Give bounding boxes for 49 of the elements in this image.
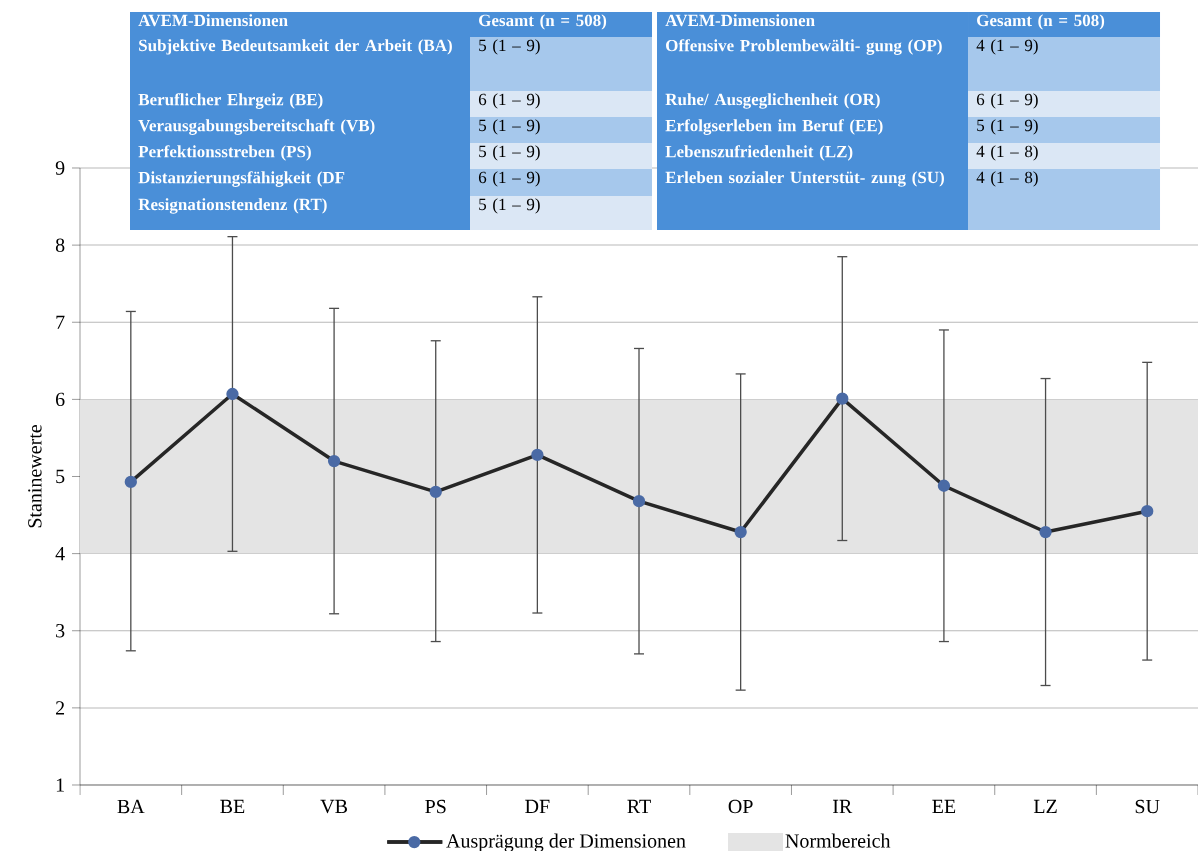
y-axis-title: Staninewerte [28, 424, 42, 528]
y-tick-label: 2 [56, 701, 65, 715]
x-tick-label: SU [1135, 799, 1160, 814]
text: Lebenszufriedenheit (LZ) [665, 145, 853, 161]
text: Beruflicher Ehrgeiz (BE) [138, 93, 323, 109]
y-tick-label: 9 [55, 161, 65, 175]
text: Gesamt (n = 508) [479, 14, 607, 30]
x-tick-label: BA [117, 799, 145, 814]
x-tick-label: PS [425, 799, 446, 814]
annotation: 5 (1 – 9) [479, 198, 540, 214]
text: Ruhe/ Ausgeglichenheit (OR) [665, 93, 880, 109]
text: Gesamt (n = 508) [977, 14, 1105, 30]
text: Perfektionsstreben (PS) [138, 145, 311, 161]
x-tick-label: RT [627, 799, 651, 813]
x-tick-label: DF [525, 799, 550, 813]
x-tick-label: LZ [1033, 799, 1057, 813]
y-tick-label: 4 [55, 547, 65, 561]
text: AVEM-Dimensionen [665, 14, 815, 27]
y-tick-label: 8 [55, 238, 65, 252]
annotation: 6 (1 – 9) [478, 171, 540, 187]
annotation: Erleben sozialer Unterstüt- zung (SU) [665, 171, 944, 187]
text: Erfolgserleben im Beruf (EE) [665, 119, 883, 135]
y-tick-label: 3 [56, 624, 65, 638]
x-tick-label: BE [220, 799, 245, 814]
text: Offensive Problembewälti- gung (OP) [666, 39, 942, 55]
text: AVEM-Dimensionen [138, 14, 288, 27]
text: 5 (1 – 9) [479, 145, 540, 161]
legend-label: Normbereich [785, 833, 891, 848]
y-tick-label: 1 [56, 778, 64, 792]
text: 6 (1 – 9) [478, 93, 540, 109]
text: Subjektive Bedeutsamkeit der Arbeit (BA) [139, 39, 452, 55]
text: 5 (1 – 9) [977, 119, 1038, 135]
x-tick-label: EE [932, 799, 956, 813]
y-tick-label: 5 [56, 469, 65, 484]
y-tick-label: 6 [56, 392, 65, 407]
annotation: Distanzierungsfähigkeit (DF [138, 171, 345, 187]
legend-label: Ausprägung der Dimensionen [446, 833, 686, 851]
annotation: 4 (1 – 8) [976, 171, 1038, 187]
x-tick-label: OP [728, 799, 753, 814]
text: 4 (1 – 8) [976, 145, 1038, 161]
text: Verausgabungsbereitschaft (VB) [138, 119, 375, 135]
text: 6 (1 – 9) [976, 93, 1038, 109]
x-tick-label: IR [833, 799, 853, 813]
text: 5 (1 – 9) [479, 119, 540, 135]
y-tick-label: 7 [56, 315, 65, 329]
annotation: Resignationstendenz (RT) [138, 198, 327, 214]
x-tick-label: VB [320, 799, 347, 814]
text: 5 (1 – 9) [479, 39, 540, 55]
text: 4 (1 – 9) [976, 39, 1038, 55]
